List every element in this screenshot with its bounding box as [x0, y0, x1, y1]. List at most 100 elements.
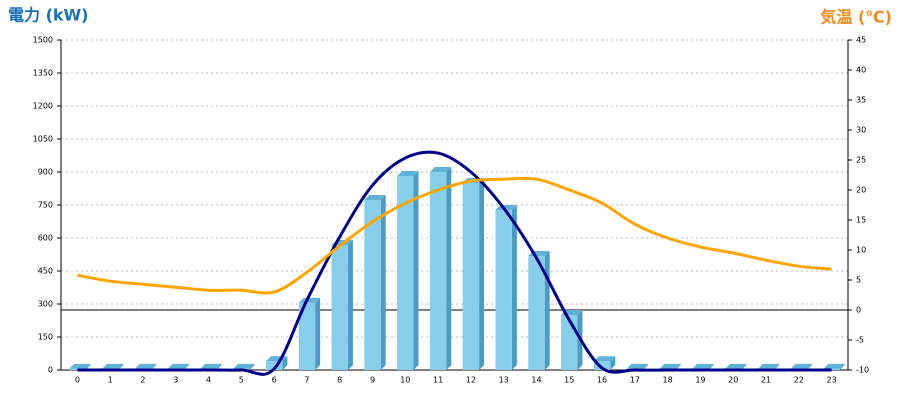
y-tick-label: 0 — [48, 366, 53, 375]
bar-side — [708, 363, 714, 370]
x-tick-label: 8 — [337, 376, 342, 385]
line — [77, 150, 832, 376]
bar — [331, 245, 348, 370]
x-tick-label: 4 — [206, 376, 211, 385]
y-tick-label: 1500 — [33, 36, 53, 45]
bar-side — [610, 356, 616, 370]
bar — [593, 361, 611, 370]
y2-tick-label: 15 — [856, 216, 866, 225]
bar-top — [790, 363, 813, 369]
bar — [364, 199, 381, 370]
bar-side — [183, 363, 189, 370]
bar-side — [446, 167, 452, 370]
bar — [429, 172, 447, 370]
x-tick-label: 12 — [466, 376, 476, 385]
x-tick-label: 6 — [272, 376, 277, 385]
y2-tick-label: 35 — [856, 96, 866, 105]
x-tick-label: 23 — [827, 376, 837, 385]
x-tick-label: 11 — [433, 376, 443, 385]
bar — [495, 210, 512, 370]
y-tick-label: 1350 — [33, 69, 53, 78]
x-tick-label: 14 — [531, 376, 541, 385]
bar-top — [593, 356, 616, 362]
y-tick-label: 300 — [38, 300, 53, 309]
line — [77, 176, 832, 295]
bar-top — [364, 194, 386, 200]
y2-tick-label: 5 — [856, 276, 861, 285]
y2-tick-label: -10 — [856, 366, 869, 375]
x-tick-label: 19 — [695, 376, 705, 385]
bar-side — [380, 194, 386, 370]
x-tick-label: 17 — [630, 376, 640, 385]
y2-tick-label: 10 — [856, 246, 866, 255]
y-tick-label: 1050 — [33, 135, 53, 144]
y-tick-label: 450 — [38, 267, 53, 276]
bar-side — [347, 240, 353, 370]
y2-tick-label: 40 — [856, 66, 866, 75]
y2-tick-label: 0 — [856, 306, 861, 315]
x-tick-label: 3 — [173, 376, 178, 385]
bar — [265, 361, 283, 370]
y-tick-label: 150 — [38, 333, 53, 342]
bar-top — [429, 167, 452, 172]
x-tick-label: 10 — [400, 376, 410, 385]
y2-tick-label: -5 — [856, 336, 864, 345]
bar-side — [282, 356, 288, 370]
bar-side — [315, 297, 321, 370]
bar — [528, 256, 545, 370]
y-tick-label: 600 — [38, 234, 53, 243]
x-tick-label: 13 — [499, 376, 509, 385]
bar-top — [397, 170, 419, 176]
x-tick-label: 22 — [794, 376, 804, 385]
bar-side — [216, 363, 222, 370]
x-tick-label: 16 — [597, 376, 607, 385]
y2-tick-label: 45 — [856, 36, 866, 45]
x-tick-label: 7 — [304, 376, 309, 385]
bar-top — [101, 363, 124, 369]
y-tick-label: 750 — [38, 201, 53, 210]
bar-side — [839, 363, 845, 370]
y2-tick-label: 20 — [856, 186, 866, 195]
bar-top — [134, 363, 157, 369]
bar-side — [741, 363, 747, 370]
x-tick-label: 0 — [75, 376, 80, 385]
x-tick-label: 15 — [564, 376, 574, 385]
bar-side — [807, 363, 813, 370]
bar-top — [757, 363, 780, 369]
x-tick-label: 18 — [663, 376, 673, 385]
bar-top — [692, 363, 714, 369]
bar-side — [85, 363, 91, 370]
bar-top — [659, 363, 681, 369]
x-tick-label: 2 — [140, 376, 145, 385]
bar — [462, 183, 480, 370]
bar — [397, 175, 414, 370]
y-axis-title: 電力 (kW) — [8, 6, 89, 25]
y2-axis-title: 気温 (℃) — [820, 8, 892, 27]
bar — [69, 368, 86, 370]
x-tick-label: 21 — [761, 376, 771, 385]
bar-top — [233, 363, 255, 369]
bar-top — [167, 363, 189, 369]
bar-top — [200, 363, 222, 369]
bar-top — [626, 363, 649, 369]
bar-side — [413, 170, 419, 370]
bar-side — [675, 363, 681, 370]
bar-side — [544, 251, 550, 370]
y-tick-label: 900 — [38, 168, 53, 177]
bar — [298, 302, 316, 370]
y2-tick-label: 30 — [856, 126, 866, 135]
bar — [561, 315, 578, 370]
y2-tick-label: 25 — [856, 156, 866, 165]
bar-side — [249, 363, 255, 370]
bar-side — [511, 205, 517, 370]
bar-side — [151, 363, 157, 370]
bar-side — [643, 363, 649, 370]
bar-top — [298, 297, 321, 303]
bar-top — [69, 363, 91, 369]
bar-side — [774, 363, 780, 370]
bar-side — [479, 178, 485, 370]
x-tick-label: 9 — [370, 376, 375, 385]
x-tick-label: 5 — [239, 376, 244, 385]
y-tick-label: 1200 — [33, 102, 53, 111]
